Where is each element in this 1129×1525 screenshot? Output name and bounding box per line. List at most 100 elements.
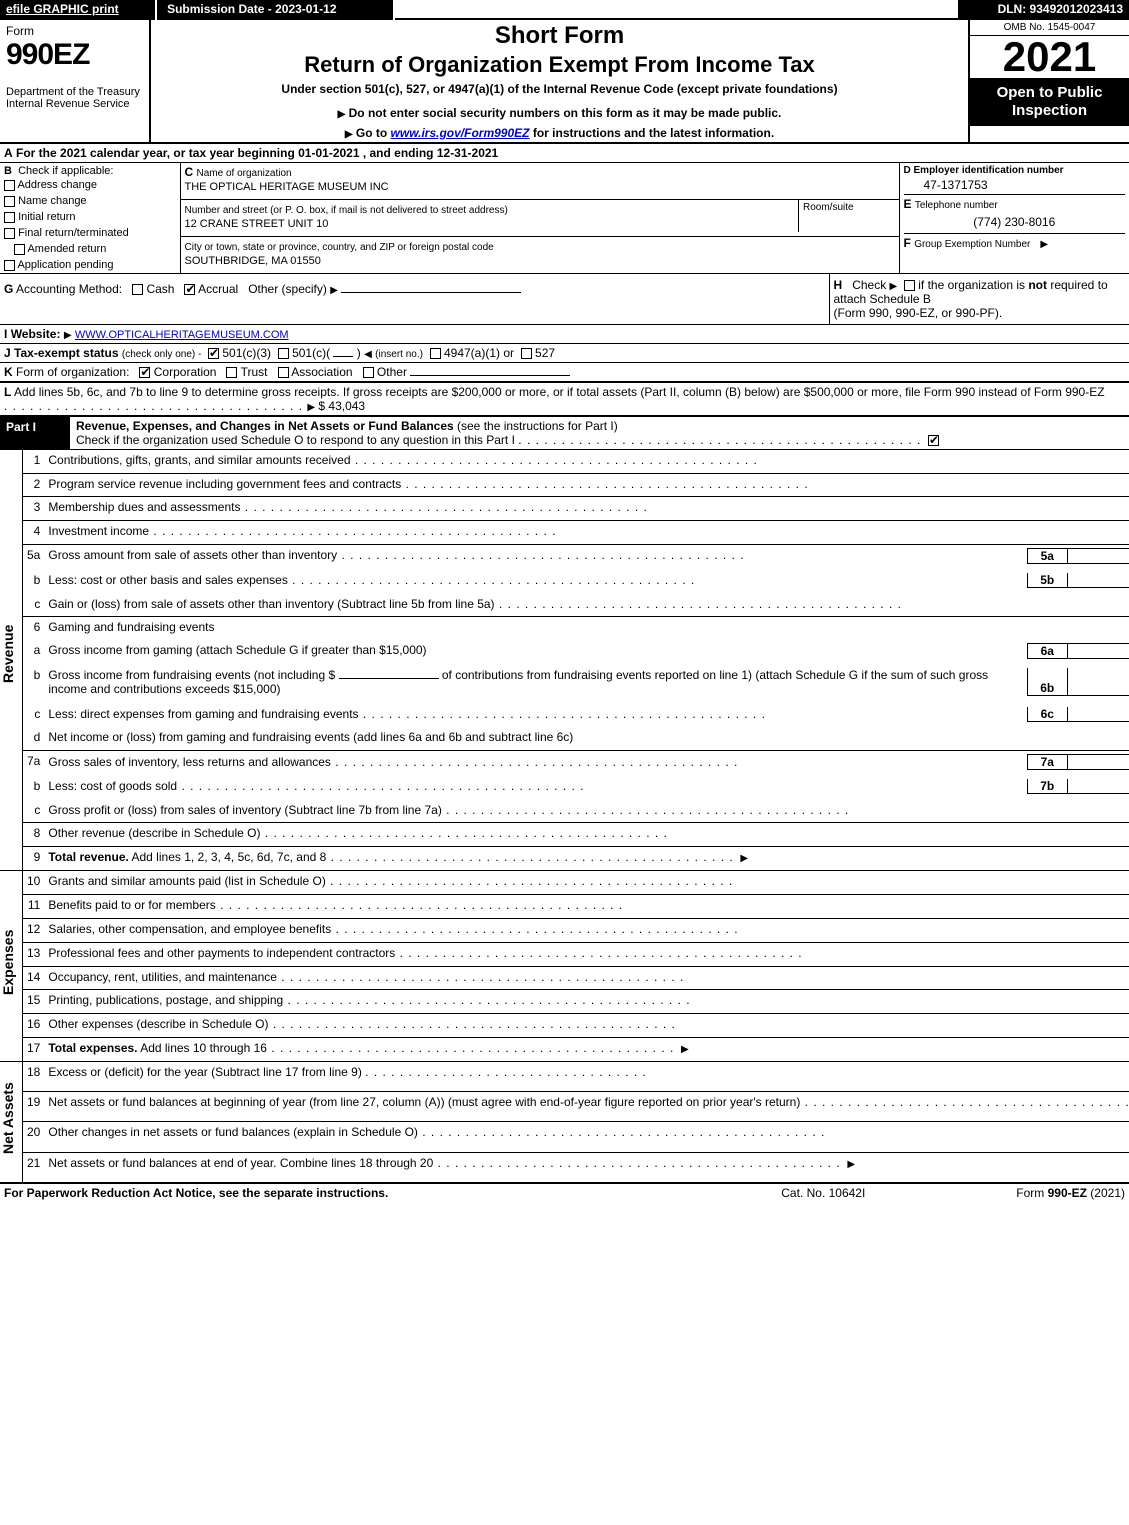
arrow-icon bbox=[1040, 236, 1048, 250]
row-6b-text-a: Gross income from fundraising events (no… bbox=[48, 668, 335, 682]
box-f-label: F bbox=[904, 236, 911, 250]
row-14-num: 14 bbox=[23, 966, 45, 990]
row-2-num: 2 bbox=[23, 473, 45, 497]
line-a-text: For the 2021 calendar year, or tax year … bbox=[16, 146, 498, 160]
other-org-input[interactable] bbox=[410, 375, 570, 376]
submission-date: Submission Date - 2023-01-12 bbox=[156, 0, 394, 19]
checkbox-4947[interactable] bbox=[430, 348, 441, 359]
label-501c: 501(c)( bbox=[292, 346, 330, 360]
row-6a-text: Gross income from gaming (attach Schedul… bbox=[48, 643, 426, 657]
row-5b-midval bbox=[1067, 573, 1129, 588]
line-g-text: Accounting Method: bbox=[16, 282, 122, 296]
row-6b-amount-input[interactable] bbox=[339, 678, 439, 679]
checkbox-cash[interactable] bbox=[132, 284, 143, 295]
label-name-change: Name change bbox=[18, 195, 87, 207]
label-initial-return: Initial return bbox=[18, 211, 75, 223]
row-21-text: Net assets or fund balances at end of ye… bbox=[48, 1156, 433, 1170]
row-7a-num: 7a bbox=[23, 751, 45, 776]
row-7c-text: Gross profit or (loss) from sales of inv… bbox=[48, 803, 441, 817]
website-link[interactable]: WWW.OPTICALHERITAGEMUSEUM.COM bbox=[75, 329, 289, 341]
street-value: 12 CRANE STREET UNIT 10 bbox=[185, 218, 329, 230]
row-11-text: Benefits paid to or for members bbox=[48, 898, 215, 912]
efile-link[interactable]: efile GRAPHIC print bbox=[6, 2, 119, 16]
row-13-text: Professional fees and other payments to … bbox=[48, 946, 395, 960]
row-10-num: 10 bbox=[23, 871, 45, 895]
checkbox-amended[interactable] bbox=[14, 244, 25, 255]
label-amended: Amended return bbox=[27, 243, 106, 255]
room-suite-label: Room/suite bbox=[799, 200, 899, 232]
row-12-text: Salaries, other compensation, and employ… bbox=[48, 922, 331, 936]
row-7b-mid: 7b bbox=[1027, 779, 1067, 794]
501c-insert-input[interactable] bbox=[333, 356, 353, 357]
row-5b-text: Less: cost or other basis and sales expe… bbox=[48, 573, 287, 587]
row-6a-num: a bbox=[23, 640, 45, 665]
row-6d-text: Net income or (loss) from gaming and fun… bbox=[44, 727, 1129, 750]
line-l-text: Add lines 5b, 6c, and 7b to line 9 to de… bbox=[14, 385, 1105, 399]
row-6b-midval bbox=[1067, 668, 1129, 696]
line-k-text: Form of organization: bbox=[16, 365, 129, 379]
part-i-label: Part I bbox=[0, 417, 70, 450]
irs-link[interactable]: www.irs.gov/Form990EZ bbox=[391, 126, 530, 140]
label-501c3: 501(c)(3) bbox=[222, 346, 271, 360]
row-21-num: 21 bbox=[23, 1152, 45, 1183]
row-13-num: 13 bbox=[23, 942, 45, 966]
checkbox-trust[interactable] bbox=[226, 367, 237, 378]
box-b-checkif: Check if applicable: bbox=[18, 165, 113, 177]
row-5a-text: Gross amount from sale of assets other t… bbox=[48, 548, 337, 562]
checkbox-initial-return[interactable] bbox=[4, 212, 15, 223]
line-h-block: H Check if the organization is not requi… bbox=[829, 274, 1129, 325]
part-i-title: Revenue, Expenses, and Changes in Net As… bbox=[76, 419, 454, 433]
row-4-num: 4 bbox=[23, 521, 45, 545]
checkbox-assoc[interactable] bbox=[278, 367, 289, 378]
org-name: THE OPTICAL HERITAGE MUSEUM INC bbox=[185, 181, 389, 193]
dln: DLN: 93492012023413 bbox=[958, 0, 1129, 19]
part-i-check-line: Check if the organization used Schedule … bbox=[76, 433, 515, 447]
checkbox-no-sched-b[interactable] bbox=[904, 280, 915, 291]
row-6-text: Gaming and fundraising events bbox=[44, 617, 1129, 640]
row-9-text-post: Add lines 1, 2, 3, 4, 5c, 6d, 7c, and 8 bbox=[129, 850, 326, 864]
row-7c-num: c bbox=[23, 800, 45, 823]
row-18-text: Excess or (deficit) for the year (Subtra… bbox=[48, 1065, 361, 1079]
other-specify-input[interactable] bbox=[341, 292, 521, 293]
checkbox-sched-o-parti[interactable] bbox=[928, 435, 939, 446]
row-12-num: 12 bbox=[23, 918, 45, 942]
row-16-num: 16 bbox=[23, 1014, 45, 1038]
row-7a-mid: 7a bbox=[1027, 755, 1067, 770]
row-8-text: Other revenue (describe in Schedule O) bbox=[48, 826, 260, 840]
row-5a-mid: 5a bbox=[1027, 548, 1067, 563]
row-2-text: Program service revenue including govern… bbox=[48, 477, 401, 491]
box-e-tel-label: Telephone number bbox=[915, 200, 998, 211]
box-c-name-label: Name of organization bbox=[197, 168, 292, 179]
checkbox-accrual[interactable] bbox=[184, 284, 195, 295]
row-7b-midval bbox=[1067, 779, 1129, 794]
row-4-text: Investment income bbox=[48, 524, 149, 538]
checkbox-name-change[interactable] bbox=[4, 196, 15, 207]
line-j-label: J bbox=[4, 346, 11, 360]
checkbox-address-change[interactable] bbox=[4, 180, 15, 191]
checkbox-501c[interactable] bbox=[278, 348, 289, 359]
row-5a-num: 5a bbox=[23, 544, 45, 569]
label-insert-no: (insert no.) bbox=[375, 349, 423, 360]
checkbox-501c3[interactable] bbox=[208, 348, 219, 359]
row-1-num: 1 bbox=[23, 450, 45, 473]
checkbox-527[interactable] bbox=[521, 348, 532, 359]
row-10-text: Grants and similar amounts paid (list in… bbox=[48, 874, 325, 888]
line-a-label: A bbox=[4, 146, 13, 160]
checkbox-final-return[interactable] bbox=[4, 228, 15, 239]
checkbox-corp[interactable] bbox=[139, 367, 150, 378]
checkbox-other-org[interactable] bbox=[363, 367, 374, 378]
row-6c-midval bbox=[1067, 707, 1129, 722]
label-other-specify: Other (specify) bbox=[248, 282, 327, 296]
checkbox-app-pending[interactable] bbox=[4, 260, 15, 271]
footer-right-post: (2021) bbox=[1087, 1186, 1125, 1200]
label-assoc: Association bbox=[291, 365, 352, 379]
form-title: Return of Organization Exempt From Incom… bbox=[159, 52, 960, 78]
box-d-label: D bbox=[904, 165, 911, 176]
row-6c-text: Less: direct expenses from gaming and fu… bbox=[48, 707, 358, 721]
open-inspection: Open to Public Inspection bbox=[970, 78, 1129, 126]
row-6b-mid: 6b bbox=[1027, 668, 1067, 696]
label-app-pending: Application pending bbox=[17, 259, 113, 271]
goto-line: Go to www.irs.gov/Form990EZ for instruct… bbox=[159, 126, 960, 140]
label-4947: 4947(a)(1) or bbox=[444, 346, 514, 360]
row-5c-text: Gain or (loss) from sale of assets other… bbox=[48, 597, 494, 611]
